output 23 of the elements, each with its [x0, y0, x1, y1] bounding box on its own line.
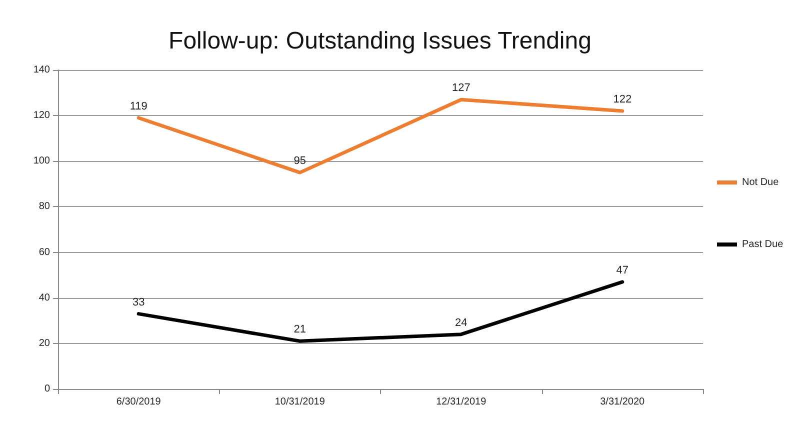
x-tick-label: 6/30/2019 [116, 396, 162, 408]
x-tick-label: 10/31/2019 [274, 396, 326, 408]
y-tick-label: 40 [38, 292, 50, 304]
y-tick-label: 100 [33, 156, 50, 167]
data-label: 24 [455, 316, 468, 329]
y-tick-label: 80 [38, 201, 50, 212]
chart-title: Follow-up: Outstanding Issues Trending [168, 28, 592, 54]
data-label: 119 [130, 100, 148, 112]
data-label: 95 [294, 155, 306, 168]
data-label: 47 [616, 264, 628, 276]
data-label: 33 [132, 296, 145, 308]
y-tick-label: 140 [33, 64, 50, 76]
y-tick-label: 120 [33, 110, 50, 122]
data-label: 21 [294, 324, 306, 336]
x-tick-label: 12/31/2019 [436, 396, 487, 408]
legend-label: Past Due [742, 239, 784, 250]
y-tick-label: 0 [44, 384, 50, 394]
y-tick-label: 60 [38, 246, 50, 258]
y-tick-label: 20 [38, 338, 50, 349]
data-label: 122 [613, 94, 632, 106]
legend-label: Not Due [742, 177, 780, 188]
x-tick-label: 3/31/2020 [600, 396, 646, 408]
data-label: 127 [452, 82, 470, 94]
